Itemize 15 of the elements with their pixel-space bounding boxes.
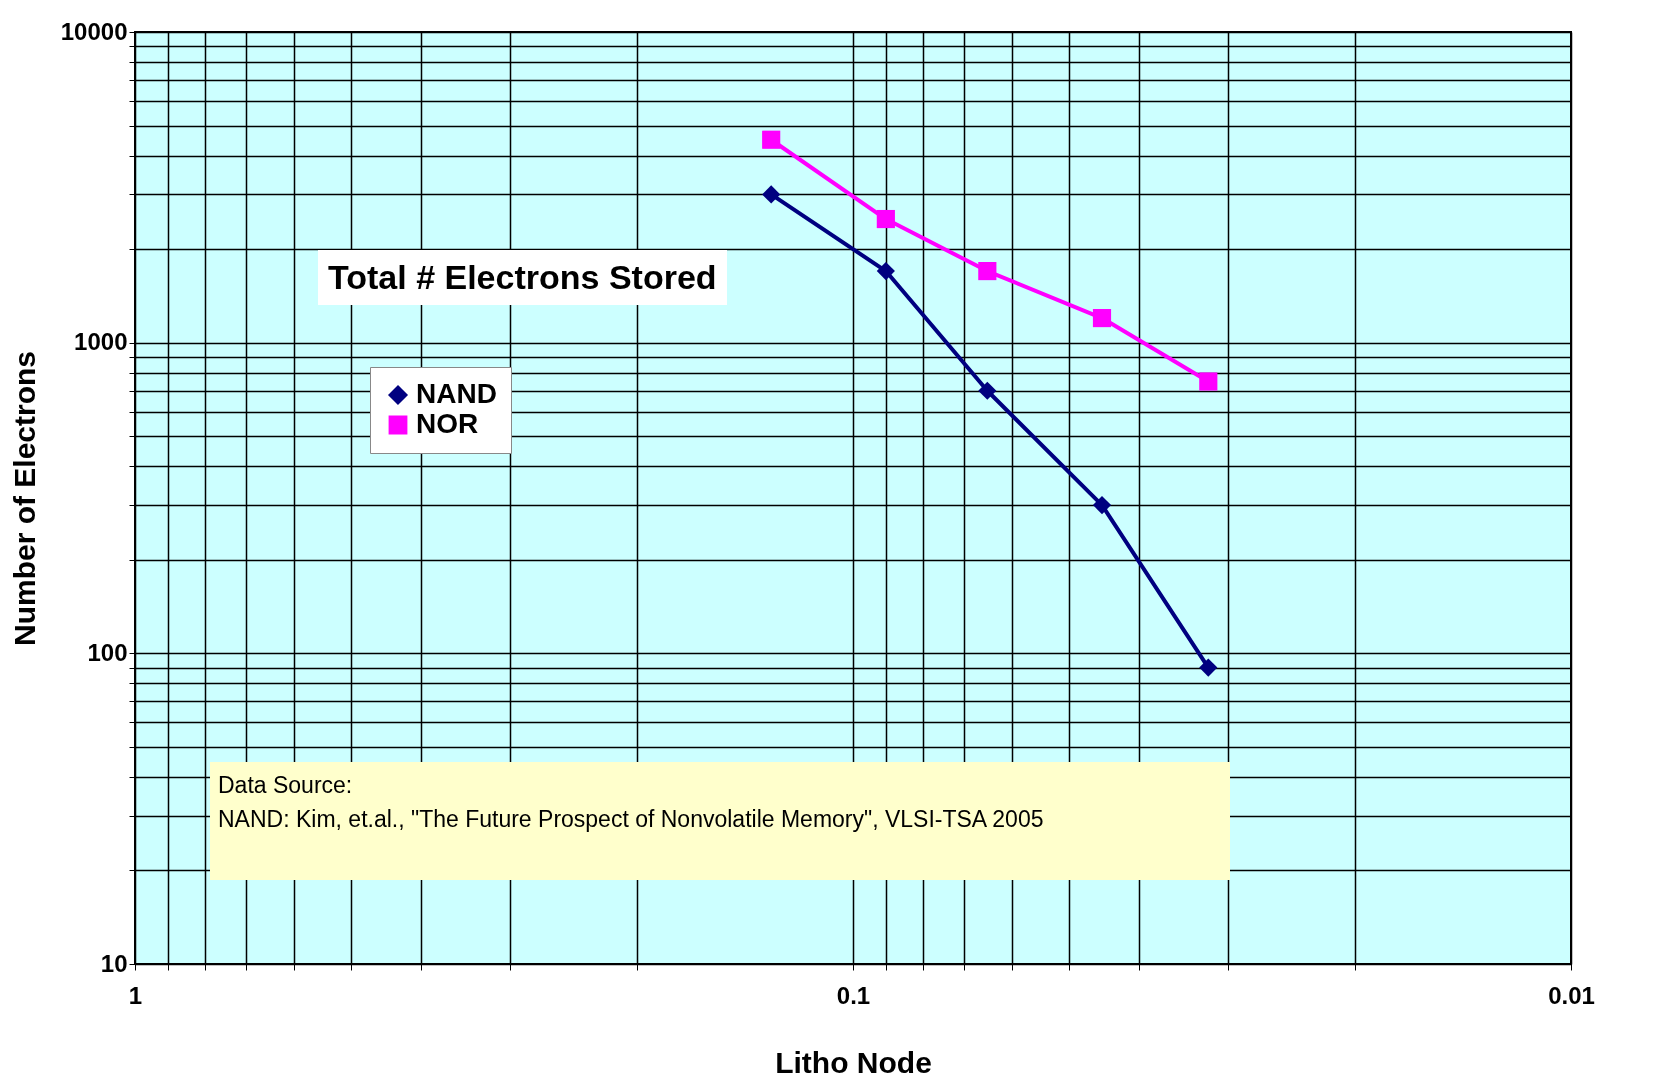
- annotation: Data Source:: [218, 771, 354, 800]
- y-tick-label: 1000: [74, 328, 128, 356]
- text: Total # Electrons Stored: [318, 250, 727, 305]
- x-tick-label: 0.01: [1548, 981, 1595, 1009]
- annotation: NAND: Kim, et.al., "The Future Prospect of Nonvolatile Memory", VLSI-TSA 2005: [218, 805, 1045, 834]
- legend-label: NOR: [416, 408, 479, 439]
- note-box: Data Source: NAND: Kim, et.al., "The Future Prospect of Nonvolatile Memory", VLSI-TSA 2005: [210, 762, 1230, 880]
- legend-label: NAND: [416, 378, 497, 409]
- x-tick-label: 1: [128, 981, 143, 1009]
- y-tick-label: 10: [100, 949, 128, 977]
- x-tick-label: 0.1: [836, 981, 871, 1009]
- y-tick-label: 10000: [60, 17, 128, 45]
- y-tick-label: 100: [87, 638, 128, 666]
- y-axis-title: Number of Electrons: [7, 350, 41, 647]
- x-axis-title: Litho Node: [775, 1045, 932, 1079]
